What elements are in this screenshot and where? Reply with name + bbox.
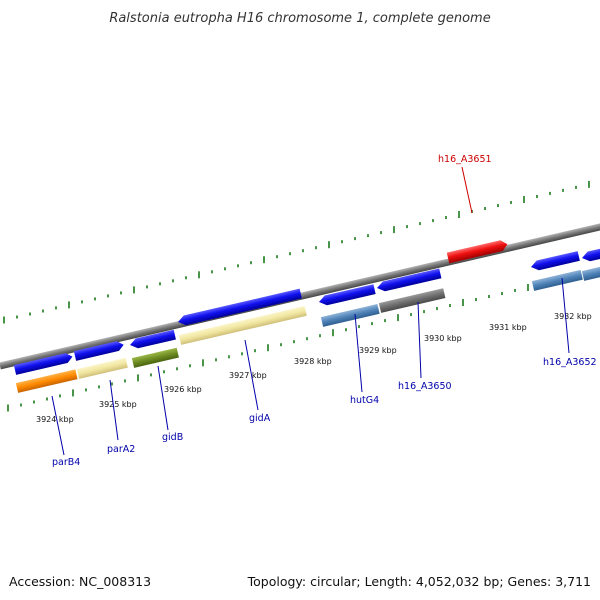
annotation-bar-hutg4: [320, 304, 380, 327]
gene-label-h16-a3652[interactable]: h16_A3652: [543, 357, 597, 368]
gene-label-parb4[interactable]: parB4: [52, 457, 80, 468]
gene-label-gida[interactable]: gidA: [249, 413, 271, 424]
gene-label-gidb[interactable]: gidB: [162, 432, 183, 443]
kbp-label: 3930 kbp: [424, 334, 462, 343]
gene-arrow-para2[interactable]: [73, 340, 125, 361]
gene-arrow-next[interactable]: [581, 244, 600, 263]
gene-label-h16-a3651[interactable]: h16_A3651: [438, 154, 492, 165]
kbp-label: 3929 kbp: [359, 346, 397, 355]
gene-arrow-h16-a3652[interactable]: [530, 251, 580, 272]
kbp-label: 3924 kbp: [36, 415, 74, 424]
kbp-label: 3927 kbp: [229, 371, 267, 380]
annotation-bar-para2: [76, 357, 128, 379]
gene-arrow-gidb[interactable]: [129, 329, 176, 350]
map-title: Ralstonia eutropha H16 chromosome 1, com…: [109, 11, 490, 26]
gene-label-h16-a3650[interactable]: h16_A3650: [398, 381, 452, 392]
annotation-bar-h16-a3650: [378, 288, 446, 313]
annotation-bar-parb4: [15, 369, 78, 393]
gene-arrow-h16-a3651[interactable]: [446, 239, 509, 264]
lower-tick-row: [7, 268, 594, 412]
kbp-label: 3928 kbp: [294, 357, 332, 366]
kbp-label: 3932 kbp: [554, 312, 592, 321]
kbp-scale: 3924 kbp 3925 kbp 3926 kbp 3927 kbp 3928…: [36, 312, 592, 424]
genome-summary-text: Topology: circular; Length: 4,052,032 bp…: [247, 574, 591, 589]
upper-tick-row: [3, 180, 590, 324]
annotation-bar-gidb: [131, 347, 179, 368]
gene-label-para2[interactable]: parA2: [107, 444, 135, 455]
annotation-bar-gida: [178, 306, 307, 345]
kbp-label: 3926 kbp: [164, 385, 202, 394]
gene-labels[interactable]: parB4 parA2 gidB gidA hutG4 h16_A3650 h1…: [52, 154, 597, 468]
kbp-label: 3931 kbp: [489, 323, 527, 332]
gene-arrow-h16-a3650[interactable]: [376, 268, 442, 292]
accession-text: Accession: NC_008313: [9, 574, 151, 589]
gene-label-hutg4[interactable]: hutG4: [350, 395, 379, 406]
gene-arrow-parb4[interactable]: [13, 352, 74, 375]
annotation-bar-next: [581, 264, 600, 281]
annotation-bar-h16-a3652: [531, 269, 583, 291]
kbp-label: 3925 kbp: [99, 400, 137, 409]
gene-leader-lines: [51, 166, 570, 456]
gene-arrow-gida[interactable]: [177, 288, 302, 327]
feature-track[interactable]: [13, 239, 600, 393]
gene-arrow-hutg4[interactable]: [318, 284, 376, 307]
